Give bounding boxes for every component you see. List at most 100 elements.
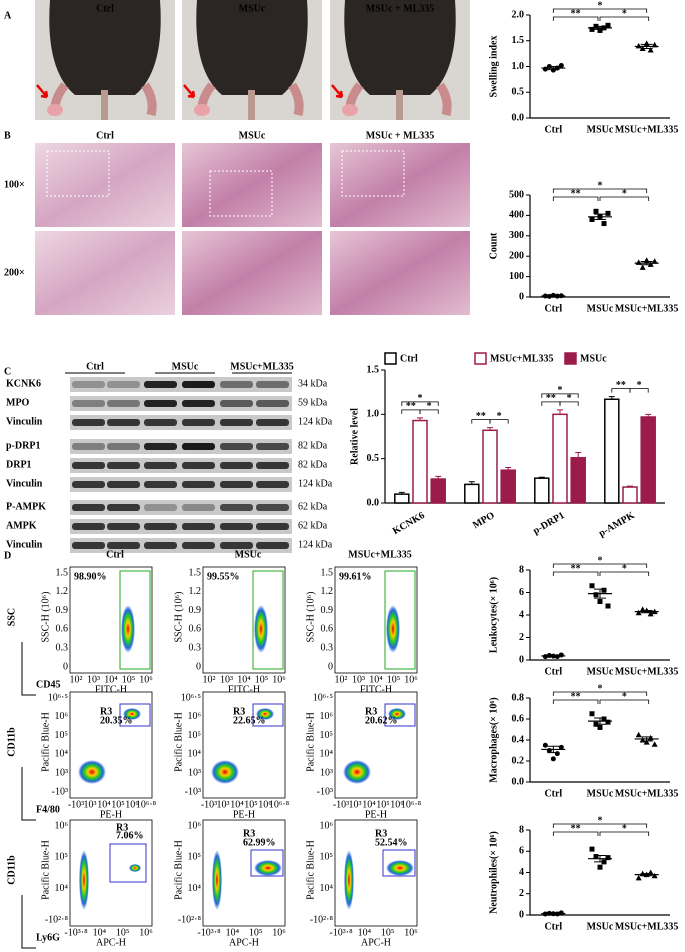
axis-arrow [21,767,36,821]
data-point [589,216,595,222]
protein-size: 82 kDa [298,459,328,470]
flow-x-axis: PE-H [365,809,387,820]
blot-band [256,523,289,530]
histology-image [330,143,470,227]
arrow [331,84,344,99]
data-point [605,855,611,861]
flow-x-tick: 10⁴ [237,674,251,685]
flow-y-tick: 10⁶ [55,820,69,831]
protein-name: Vinculin [6,478,43,489]
flow-x-tick: 10⁵ [244,799,258,810]
flow-y-tick: 0.9 [56,605,69,616]
blot-band [220,462,253,469]
data-point [558,652,564,658]
flow-y-tick: 0.6 [321,624,334,635]
flow-density [123,708,141,720]
flow-x-tick: 10⁶ [139,927,153,938]
significance-label: ** [571,691,581,702]
gate-percent: 99.55% [207,571,240,582]
flow-y-tick: -10³ [185,786,201,797]
data-point [550,67,556,73]
blot-strip [70,500,292,515]
protein-size: 62 kDa [298,520,328,531]
y-tick-label: 0.2 [512,755,525,766]
gate [252,703,284,727]
blot-band [72,381,105,388]
data-point [639,264,646,270]
histology-image [35,143,175,227]
protein-name: DRP1 [6,459,32,470]
significance-label: * [637,380,642,391]
significance-bracket [599,571,650,576]
data-point [589,846,595,852]
error-bar [594,25,606,30]
flow-density [388,708,406,720]
blot-band [256,481,289,488]
y-tick-label: 0.0 [367,497,380,508]
blot-band [107,400,140,407]
flow-y-tick: 1.5 [56,567,69,578]
flow-y-tick: 0.6 [189,624,202,635]
flow-y-tick: -10³ [317,786,333,797]
flow-plot [69,566,153,674]
panel-label: B [4,130,11,141]
bar [464,483,480,504]
protein-size: 82 kDa [298,440,328,451]
significance-label: * [558,385,563,396]
flow-density [79,850,89,910]
flow-density [212,850,222,910]
marker-y: CD11b [6,727,17,757]
flow-x-tick: 10² [203,674,216,685]
significance-bracket [552,16,599,21]
flow-y-tick: 0 [63,661,68,672]
x-tick-label: MSUc [587,921,614,932]
error-bar [398,491,405,495]
histology-image [35,231,175,315]
data-point [635,42,642,49]
error-bar [594,588,606,599]
x-tick-label: Ctrl [544,666,562,677]
x-tick-label: MSUc+ML335 [615,303,678,314]
bar [604,398,620,504]
blot-band [256,462,289,469]
significance-bracket [599,831,650,836]
flow-density [256,708,274,720]
gate-name: R3 [243,828,255,839]
gate-percent: 62.99% [243,837,276,848]
blot-band [182,400,215,407]
data-point [593,208,599,214]
significance-label: * [598,180,603,191]
flow-x-tick: 10⁴ [230,799,244,810]
x-tick-label: MSUc+ML335 [615,666,678,677]
paw [342,104,358,116]
flow-x-tick: 10⁴ [93,927,107,938]
blot-band [72,400,105,407]
flow-x-tick: -10³·⁸ [197,927,221,938]
data-point [635,259,642,265]
flow-x-tick: 10⁶ [272,927,286,938]
y-tick-label: 400 [509,210,524,221]
mouse-body [196,0,308,95]
mouse-body [344,0,456,95]
magnification: 200× [4,267,25,278]
y-tick-label: 1.0 [512,61,525,72]
lane-title: MSUc [172,361,199,372]
blot-band [220,523,253,530]
y-tick-label: 0.5 [367,453,380,464]
data-point [651,258,658,264]
flow-x-tick: 10³ [352,674,365,685]
data-point [597,27,603,33]
marker-x: CD45 [36,679,60,690]
panel-label: C [4,366,11,377]
error-bar [417,417,423,421]
significance-label: * [622,823,627,834]
significance-label: * [598,815,603,826]
blot-band [107,443,140,450]
significance-label: * [622,563,627,574]
flow-density [254,860,282,876]
flow-y-axis: SSC-H (10⁶) [305,592,316,643]
flow-density [211,760,239,784]
significance-bracket [552,8,648,13]
leg [141,82,157,117]
